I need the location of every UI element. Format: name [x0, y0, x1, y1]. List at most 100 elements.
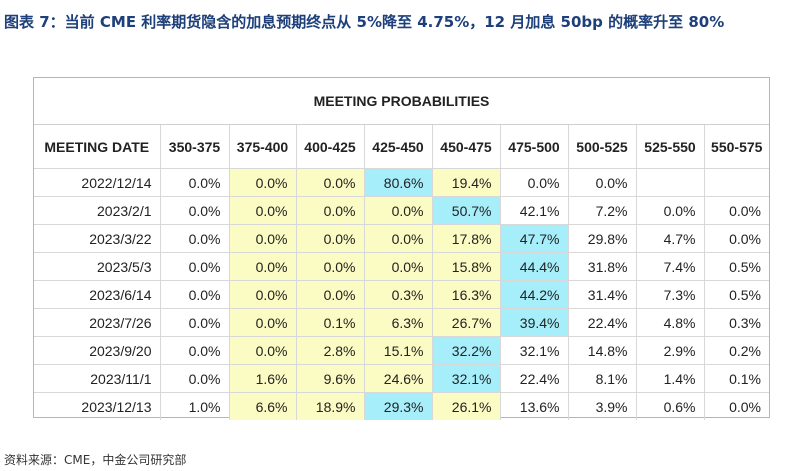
probability-cell: 29.3% [363, 392, 432, 420]
probability-cell: 13.6% [499, 392, 568, 420]
probability-cell: 0.0% [159, 168, 229, 197]
probability-cell: 1.6% [228, 364, 296, 393]
probability-cell: 0.0% [159, 280, 229, 309]
meeting-date-cell: 2023/3/22 [34, 224, 160, 253]
probability-cell: 0.0% [295, 224, 364, 253]
meeting-date-cell: 2023/5/3 [34, 252, 160, 281]
probability-cell: 26.1% [431, 392, 500, 420]
table-row: 2022/12/14 0.0% 0.0% 0.0% 80.6% 19.4% 0.0% 0.0% [34, 168, 769, 197]
probability-cell: 17.8% [431, 224, 500, 253]
source-note: 资料来源：CME，中金公司研究部 [4, 453, 187, 467]
probability-cell: 0.0% [159, 224, 229, 253]
probability-cell: 6.6% [228, 392, 296, 420]
probability-cell: 4.7% [635, 224, 704, 253]
probability-cell: 0.0% [228, 336, 296, 365]
probability-cell: 0.6% [635, 392, 704, 420]
figure-title: 图表 7：当前 CME 利率期货隐含的加息预期终点从 5%降至 4.75%，12… [4, 13, 725, 31]
column-header-range: 550-575 [703, 125, 769, 169]
column-header-range: 350-375 [159, 125, 229, 169]
probability-cell: 0.0% [159, 308, 229, 337]
probability-cell: 1.0% [159, 392, 229, 420]
probability-cell: 0.0% [295, 252, 364, 281]
probability-cell: 31.4% [567, 280, 636, 309]
probability-cell [703, 168, 769, 197]
meeting-date-cell: 2023/12/13 [81, 398, 152, 415]
column-header-range: 450-475 [431, 125, 500, 169]
probability-cell: 0.0% [228, 252, 296, 281]
meeting-date-cell: 2023/11/1 [34, 364, 160, 393]
probability-cell: 19.4% [431, 168, 500, 197]
probabilities-grid: MEETING DATE 350-375 375-400 400-425 425-450… [34, 125, 769, 420]
probability-cell: 2.8% [295, 336, 364, 365]
probability-cell: 0.0% [363, 252, 432, 281]
meeting-date-cell: 2023/7/26 [34, 308, 160, 337]
probability-cell: 32.2% [431, 336, 500, 365]
probability-cell: 0.3% [363, 280, 432, 309]
probability-cell: 18.9% [295, 392, 364, 420]
column-header-date: MEETING DATE [34, 125, 160, 169]
meeting-date-cell: 2023/9/20 [34, 336, 160, 365]
probability-cell: 0.0% [703, 224, 769, 253]
probability-cell: 7.4% [635, 252, 704, 281]
meeting-probabilities-table: MEETING PROBABILITIES MEETING DATE 350-37… [33, 77, 770, 420]
probability-cell: 32.1% [499, 336, 568, 365]
table-banner: MEETING PROBABILITIES [34, 78, 769, 125]
probability-cell: 0.0% [228, 308, 296, 337]
probability-cell: 0.5% [703, 280, 769, 309]
table-row: 2023/12/13 1.0% 6.6% 18.9% 29.3% 26.1% 13.6% 3.… [34, 392, 769, 420]
probability-cell: 9.6% [295, 364, 364, 393]
column-header-range: 400-425 [295, 125, 364, 169]
probability-cell: 0.0% [228, 168, 296, 197]
probability-cell: 44.4% [499, 252, 568, 281]
probability-cell: 1.4% [635, 364, 704, 393]
table-row: 2023/5/3 0.0% 0.0% 0.0% 0.0% 15.8% 44.4% 31.8% 7… [34, 252, 769, 281]
probability-cell: 0.0% [228, 196, 296, 225]
probability-cell: 42.1% [499, 196, 568, 225]
column-header-range: 425-450 [363, 125, 432, 169]
meeting-date-cell: 2023/2/1 [34, 196, 160, 225]
table-row: 2023/3/22 0.0% 0.0% 0.0% 0.0% 17.8% 47.7% 29.8%… [34, 224, 769, 253]
probability-cell: 0.0% [159, 252, 229, 281]
probability-cell: 0.1% [703, 364, 769, 393]
probability-cell: 29.8% [567, 224, 636, 253]
probability-cell: 24.6% [363, 364, 432, 393]
probability-cell: 0.2% [703, 336, 769, 365]
table-row: 2023/11/1 0.0% 1.6% 9.6% 24.6% 32.1% 22.4% 8.1%… [34, 364, 769, 393]
probability-cell: 4.8% [635, 308, 704, 337]
table-row: 2023/6/14 0.0% 0.0% 0.0% 0.3% 16.3% 44.2% 31.4%… [34, 280, 769, 309]
probability-cell: 0.0% [703, 392, 769, 420]
probability-cell: 22.4% [499, 364, 568, 393]
column-header-range: 475-500 [499, 125, 568, 169]
probability-cell: 15.1% [363, 336, 432, 365]
probability-cell: 16.3% [431, 280, 500, 309]
probability-cell: 0.0% [159, 364, 229, 393]
probability-cell: 0.0% [295, 280, 364, 309]
probability-cell: 0.0% [499, 168, 568, 197]
probability-cell: 0.1% [295, 308, 364, 337]
probability-cell: 14.8% [567, 336, 636, 365]
meeting-date-cell: 2022/12/14 [34, 168, 160, 197]
probability-cell: 7.3% [635, 280, 704, 309]
probability-cell: 32.1% [431, 364, 500, 393]
probability-cell: 2.9% [635, 336, 704, 365]
column-header-range: 500-525 [567, 125, 636, 169]
table-row: 2023/9/20 0.0% 0.0% 2.8% 15.1% 32.2% 32.1% 14.8… [34, 336, 769, 365]
column-header-range: 375-400 [228, 125, 296, 169]
probability-cell: 80.6% [363, 168, 432, 197]
probability-cell: 0.0% [363, 224, 432, 253]
probability-cell: 44.2% [499, 280, 568, 309]
probability-cell: 47.7% [499, 224, 568, 253]
probability-cell: 0.0% [159, 196, 229, 225]
probability-cell: 0.0% [228, 280, 296, 309]
probability-cell: 31.8% [567, 252, 636, 281]
probability-cell: 0.0% [295, 196, 364, 225]
column-header-range: 525-550 [635, 125, 704, 169]
probability-cell: 0.5% [703, 252, 769, 281]
header-row: MEETING DATE 350-375 375-400 400-425 425-450… [34, 125, 769, 169]
probability-cell: 15.8% [431, 252, 500, 281]
probability-cell: 0.0% [228, 224, 296, 253]
probability-cell: 0.0% [363, 196, 432, 225]
probability-cell: 39.4% [499, 308, 568, 337]
probability-cell: 0.3% [703, 308, 769, 337]
meeting-date-cell: 2023/6/14 [34, 280, 160, 309]
